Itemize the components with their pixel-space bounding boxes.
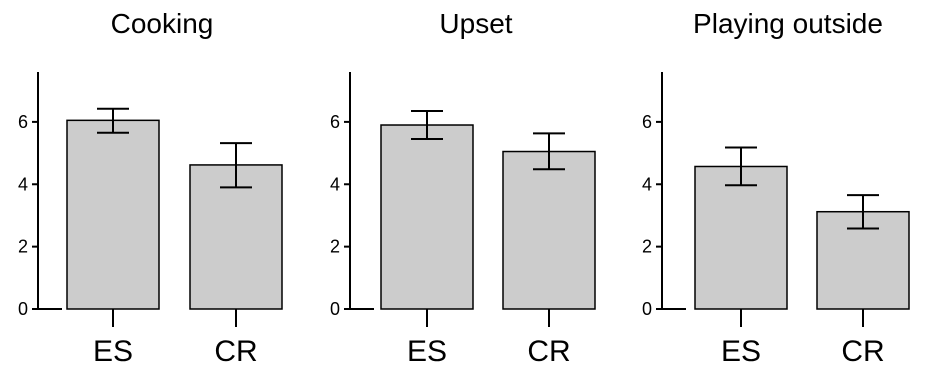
- bar: [66, 119, 160, 310]
- y-tick-label: 6: [330, 112, 340, 132]
- y-tick-label: 6: [18, 112, 28, 132]
- y-tick-label: 0: [330, 299, 340, 319]
- panel-title: Playing outside: [693, 8, 883, 39]
- x-tick-label: ES: [721, 335, 761, 367]
- x-tick-label: CR: [527, 335, 570, 367]
- y-tick-label: 0: [18, 299, 28, 319]
- y-tick-label: 2: [18, 237, 28, 257]
- x-tick-label: ES: [407, 335, 447, 367]
- bar: [694, 165, 788, 310]
- bar: [380, 124, 474, 310]
- panel-title: Cooking: [111, 8, 214, 39]
- y-tick-label: 4: [642, 174, 652, 194]
- y-tick-label: 4: [18, 174, 28, 194]
- x-tick-label: CR: [841, 335, 884, 367]
- y-tick-label: 2: [642, 237, 652, 257]
- y-tick-label: 6: [642, 112, 652, 132]
- y-tick-label: 0: [642, 299, 652, 319]
- y-tick-label: 4: [330, 174, 340, 194]
- x-tick-label: ES: [93, 335, 133, 367]
- x-tick-label: CR: [214, 335, 257, 367]
- panel-title: Upset: [439, 8, 512, 39]
- y-tick-label: 2: [330, 237, 340, 257]
- bar: [502, 150, 596, 310]
